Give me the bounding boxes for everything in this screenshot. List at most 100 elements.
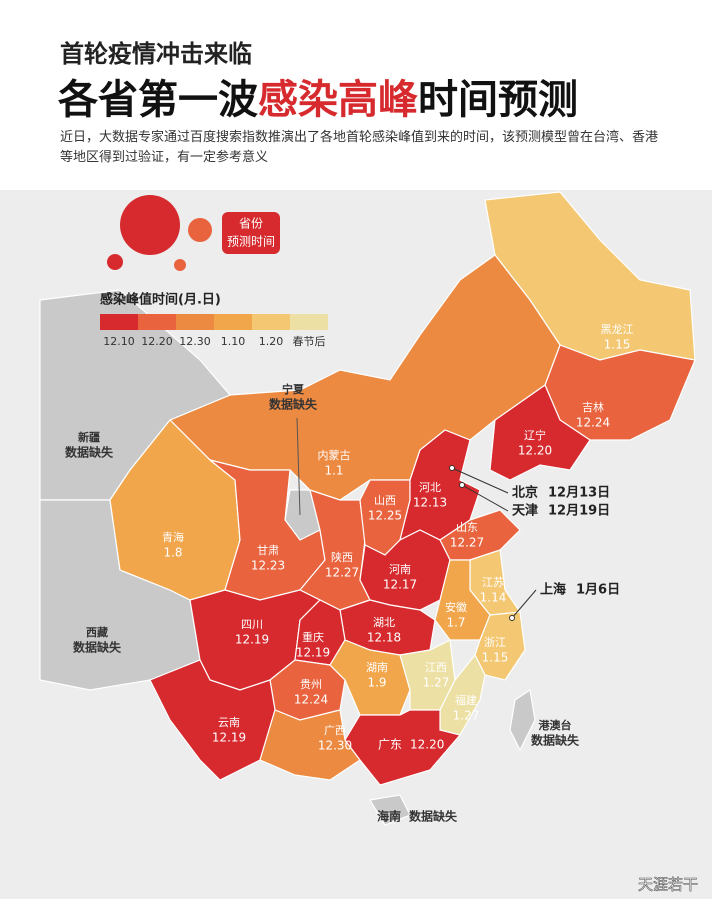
region-name: 宁夏 <box>282 382 305 396</box>
map: 黑龙江1.15吉林12.24辽宁12.20内蒙古1.1宁夏数据缺失新疆数据缺失西… <box>39 191 696 826</box>
region-value: 1.9 <box>367 676 386 690</box>
region-name: 辽宁 <box>524 428 546 442</box>
virus-icon <box>107 195 212 271</box>
region-name: 湖北 <box>373 616 395 629</box>
legend-label: 春节后 <box>293 335 326 348</box>
province <box>168 254 561 501</box>
legend-swatch <box>252 314 290 330</box>
region-name: 西藏 <box>86 625 108 639</box>
region-value: 12.23 <box>251 559 285 573</box>
description: 近日，大数据专家通过百度搜索指数推演出了各地首轮感染峰值到来的时间，该预测模型曾… <box>60 130 659 165</box>
callout-line <box>451 467 509 494</box>
region-value: 数据缺失 <box>409 809 458 824</box>
region-value: 12.25 <box>368 509 402 523</box>
region-name: 甘肃 <box>257 544 279 557</box>
region-value: 12.30 <box>318 739 352 753</box>
callout-line <box>461 484 509 512</box>
legend-label: 12.30 <box>179 335 211 348</box>
callout-value: 12月13日 <box>548 486 610 501</box>
virus <box>188 218 212 242</box>
callout-dot <box>459 482 465 488</box>
province <box>489 384 591 481</box>
region-name: 港澳台 <box>539 718 572 732</box>
legend-label: 1.20 <box>259 335 284 348</box>
legend-label: 1.10 <box>221 335 246 348</box>
province <box>399 429 481 542</box>
legend-swatch <box>214 314 252 330</box>
region-value: 1.7 <box>446 616 465 630</box>
region-name: 广西 <box>324 724 346 737</box>
badge-line1: 省份 <box>239 217 263 231</box>
province <box>509 688 536 752</box>
region-name: 湖南 <box>366 661 388 674</box>
region-value: 数据缺失 <box>73 640 122 655</box>
badge-line2: 预测时间 <box>227 235 275 249</box>
region-name: 江苏 <box>482 576 504 589</box>
region-value: 1.1 <box>324 464 343 478</box>
region-name: 福建 <box>455 693 477 707</box>
region-value: 1.14 <box>480 591 507 605</box>
region-name: 浙江 <box>484 636 506 649</box>
region-value: 12.13 <box>413 496 447 510</box>
callout-line <box>296 417 301 516</box>
region-value: 12.20 <box>518 444 552 458</box>
region-name: 内蒙古 <box>318 448 351 462</box>
region-value: 12.19 <box>296 646 330 660</box>
title-line1: 首轮疫情冲击来临 <box>60 40 252 68</box>
region-name: 广东 <box>378 738 402 752</box>
legend-label: 12.10 <box>103 335 135 348</box>
province <box>344 709 462 786</box>
callout-value: 12月19日 <box>548 504 610 519</box>
region-value: 1.27 <box>423 676 450 690</box>
legend: 12.10 12.20 12.30 1.10 1.20 春节后 <box>100 314 328 348</box>
region-value: 1.27 <box>453 709 480 723</box>
region-name: 贵州 <box>300 678 322 691</box>
region-name: 山西 <box>374 494 396 507</box>
region-name: 海南 <box>377 809 401 824</box>
region-name: 安徽 <box>445 600 467 614</box>
badge <box>222 212 280 254</box>
region-name: 河南 <box>389 563 411 576</box>
region-value: 数据缺失 <box>269 397 318 412</box>
region-value: 12.19 <box>235 633 269 647</box>
region-value: 12.18 <box>367 631 401 645</box>
watermark: 天涯若干 <box>638 876 698 894</box>
legend-title: 感染峰值时间(月.日) <box>100 292 221 308</box>
region-value: 1.8 <box>163 546 182 560</box>
region-name: 四川 <box>241 618 263 631</box>
region-value: 12.19 <box>212 731 246 745</box>
legend-swatch <box>290 314 328 330</box>
title-part: 时间预测 <box>418 77 578 123</box>
region-name: 山东 <box>456 521 478 534</box>
callout-name: 上海 <box>540 582 566 598</box>
region-value: 12.17 <box>383 578 417 592</box>
legend-swatch <box>100 314 138 330</box>
region-name: 陕西 <box>331 550 353 564</box>
region-name: 云南 <box>218 716 240 729</box>
description-box: 近日，大数据专家通过百度搜索指数推演出了各地首轮感染峰值到来的时间，该预测模型曾… <box>60 130 659 165</box>
region-value: 12.27 <box>450 536 484 550</box>
region-value: 12.20 <box>410 738 444 752</box>
callout-name: 北京 <box>512 485 538 501</box>
title-part: 各省第一波 <box>58 77 258 123</box>
callout-line <box>511 589 537 619</box>
title-line2: 各省第一波感染高峰时间预测 <box>58 77 578 123</box>
region-name: 江西 <box>425 661 447 674</box>
region-value: 数据缺失 <box>531 733 580 748</box>
callout-dot <box>449 465 455 471</box>
callout-value: 1月6日 <box>576 583 620 598</box>
region-name: 黑龙江 <box>601 323 634 336</box>
virus <box>107 254 123 270</box>
region-name: 青海 <box>162 530 184 544</box>
region-name: 吉林 <box>582 400 604 414</box>
region-value: 12.24 <box>576 416 610 430</box>
virus <box>120 195 180 255</box>
virus <box>174 259 186 271</box>
region-value: 数据缺失 <box>65 445 114 460</box>
region-value: 12.24 <box>294 693 328 707</box>
title-highlight: 感染高峰 <box>258 77 418 123</box>
callout-name: 天津 <box>512 503 538 519</box>
region-value: 1.15 <box>482 651 509 665</box>
province <box>369 794 411 826</box>
